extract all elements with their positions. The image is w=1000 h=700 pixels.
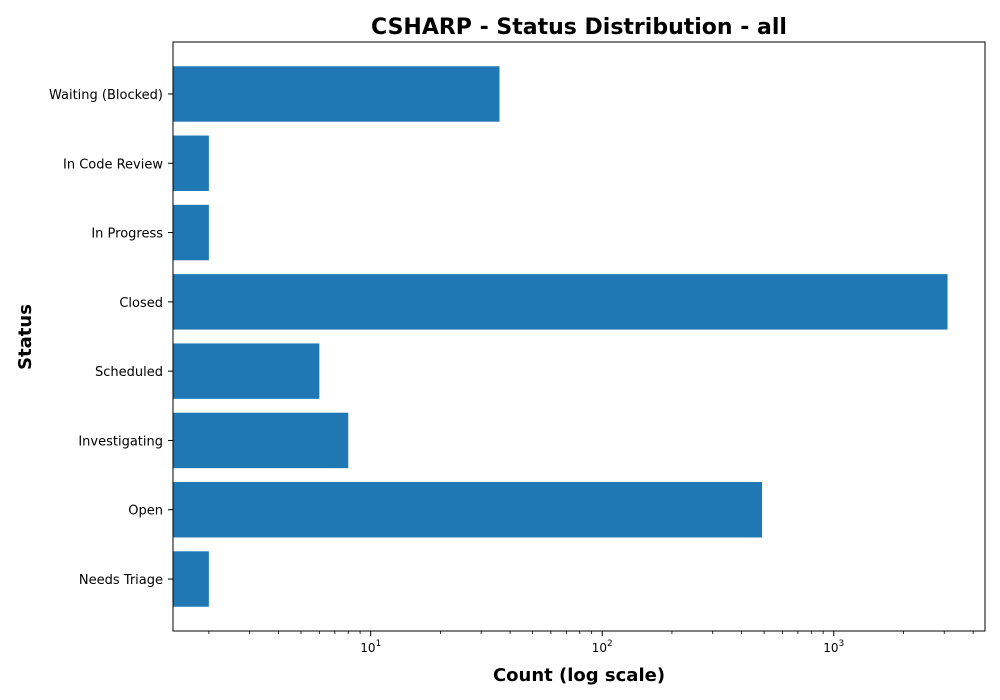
y-tick-label: Scheduled [95,365,163,380]
plot-area-frame [172,41,986,632]
y-axis-label: Status [15,304,36,370]
bar-scheduled [173,343,320,399]
x-axis-ticks: 101 102 103 [208,631,974,655]
x-tick-label: 101 [360,639,381,655]
bar-open [173,482,763,538]
chart-title: CSHARP - Status Distribution - all [371,15,787,40]
bar-waiting-blocked [173,66,500,122]
y-tick-label: In Code Review [63,157,163,172]
x-tick-label: 103 [823,639,844,655]
y-tick-label: In Progress [91,227,163,242]
bar-series [173,66,948,607]
y-tick-label: Waiting (Blocked) [49,88,163,103]
bar-needs-triage [173,551,209,607]
bar-in-code-review [173,135,209,191]
y-tick-label: Open [128,504,163,519]
y-tick-label: Needs Triage [79,573,163,588]
x-tick-label: 102 [592,639,613,655]
bar-in-progress [173,204,209,261]
bar-closed [173,274,948,330]
bar-investigating [173,412,349,469]
y-tick-label: Closed [119,296,163,311]
y-axis-ticks: Needs Triage Open Investigating Scheduled Cl… [49,88,173,588]
y-tick-label: Investigating [78,434,163,449]
x-axis-label: Count (log scale) [493,665,665,686]
